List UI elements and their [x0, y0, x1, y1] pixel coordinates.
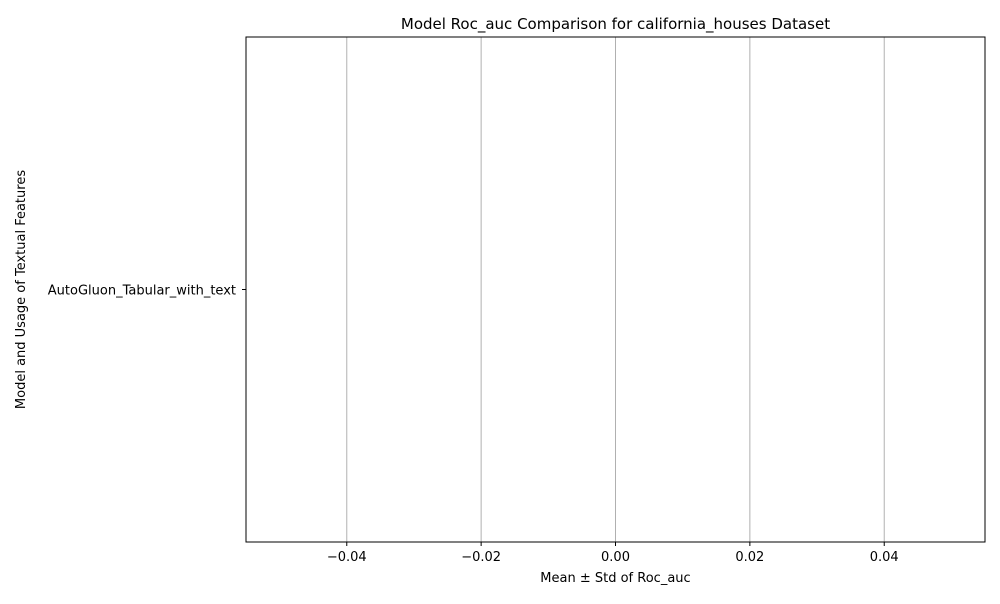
x-tick-label: 0.02	[735, 550, 764, 565]
x-tick-label: −0.04	[327, 550, 367, 565]
x-axis-label: Mean ± Std of Roc_auc	[540, 571, 690, 586]
chart-title: Model Roc_auc Comparison for california_…	[401, 15, 830, 34]
x-tick-label: 0.00	[601, 550, 630, 565]
x-tick-label: 0.04	[870, 550, 899, 565]
ytick-layer: AutoGluon_Tabular_with_text	[48, 284, 246, 299]
y-axis-label: Model and Usage of Textual Features	[14, 170, 29, 409]
y-tick-label: AutoGluon_Tabular_with_text	[48, 284, 236, 299]
grid-layer	[346, 37, 885, 542]
xtick-layer: −0.04 −0.02 0.00 0.02 0.04	[327, 542, 899, 565]
x-tick-label: −0.02	[461, 550, 501, 565]
